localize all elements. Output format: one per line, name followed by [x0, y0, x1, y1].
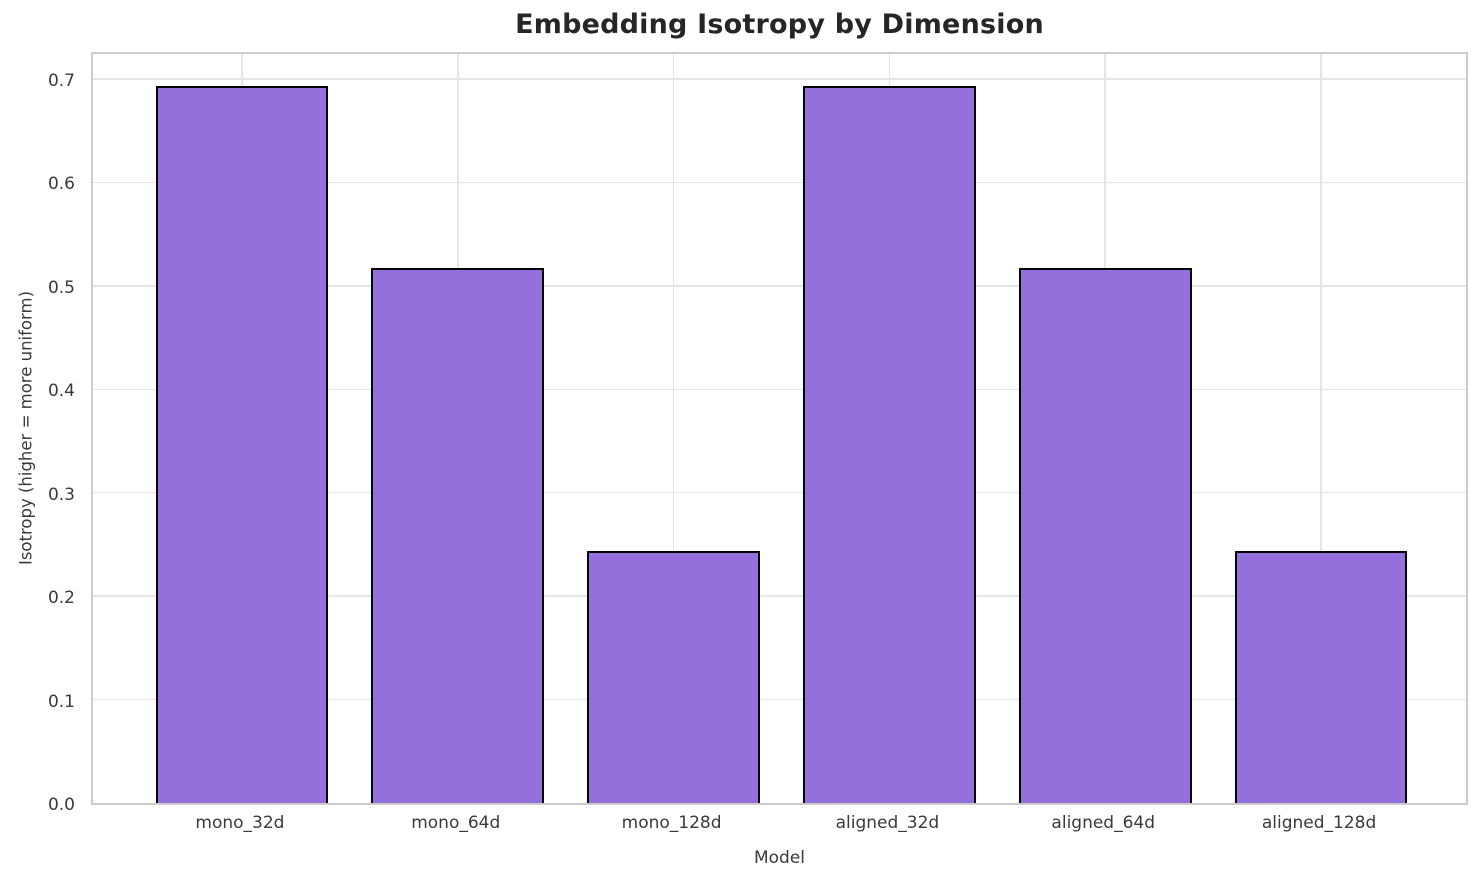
y-tick-label: 0.1 [47, 691, 75, 712]
y-tick-label: 0.4 [47, 381, 75, 402]
x-tick-label: mono_64d [411, 813, 501, 833]
h-gridline [93, 78, 1466, 80]
x-axis-label: Model [753, 848, 806, 868]
bar-mono_32d [155, 86, 329, 803]
bar-aligned_32d [803, 86, 976, 803]
bar-mono_64d [371, 268, 545, 803]
h-gridline [93, 181, 1466, 184]
x-tick-label: aligned_128d [1261, 813, 1377, 833]
x-tick-label: aligned_32d [835, 813, 940, 833]
bar-aligned_64d [1018, 268, 1192, 803]
y-tick-label: 0.7 [47, 70, 75, 91]
y-tick-label: 0.2 [47, 588, 75, 609]
v-gridline [1320, 54, 1322, 803]
y-tick-label: 0.3 [47, 484, 75, 505]
chart-title: Embedding Isotropy by Dimension [515, 9, 1044, 40]
v-gridline [672, 54, 675, 803]
x-tick-label: mono_32d [195, 813, 285, 833]
h-gridline [93, 388, 1466, 391]
x-tick-label: aligned_64d [1051, 813, 1156, 833]
y-tick-label: 0.5 [47, 277, 75, 298]
h-gridline [93, 285, 1466, 287]
h-gridline [93, 698, 1466, 701]
y-tick-label: 0.6 [47, 174, 75, 195]
y-axis-label: Isotropy (higher = more uniform) [16, 290, 36, 566]
x-tick-label: mono_128d [621, 813, 722, 833]
bar-aligned_128d [1234, 550, 1408, 803]
plot-area [91, 52, 1468, 805]
bar-mono_128d [587, 550, 760, 803]
h-gridline [93, 595, 1466, 597]
y-tick-label: 0.0 [47, 795, 75, 815]
h-gridline [93, 491, 1466, 494]
